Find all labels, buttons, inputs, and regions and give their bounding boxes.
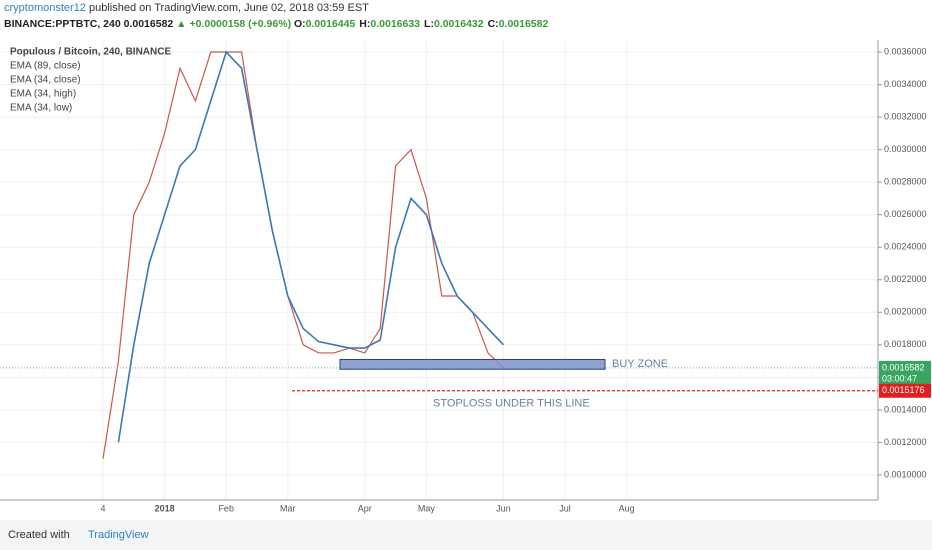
- y-tick-label: 0.0024000: [884, 242, 927, 252]
- y-tick-label: 0.0032000: [884, 111, 927, 121]
- header-line: cryptomonster12 published on TradingView…: [4, 2, 369, 14]
- quote-line: BINANCE:PPTBTC, 240 0.0016582 ▲ +0.00001…: [4, 18, 552, 30]
- stoploss-label: STOPLOSS UNDER THIS LINE: [433, 398, 590, 410]
- timer: 03:00:47: [882, 373, 917, 383]
- y-tick-label: 0.0010000: [884, 469, 927, 479]
- x-tick-label: May: [418, 503, 436, 513]
- ohlc-value: 0.0016582: [498, 18, 549, 30]
- x-tick-label: 2018: [155, 503, 175, 513]
- legend-entry: Populous / Bitcoin, 240, BINANCE: [10, 47, 171, 58]
- last: 0.0016582: [123, 18, 174, 30]
- ohlc-value: 0.0016432: [433, 18, 484, 30]
- created: Created with: [8, 529, 70, 541]
- y-tick-label: 0.0014000: [884, 404, 927, 414]
- x-tick-label: Mar: [280, 503, 296, 513]
- y-tick-label: 0.0030000: [884, 144, 927, 154]
- x-tick-label: 4: [100, 503, 105, 513]
- change: ▲ +0.0000158 (+0.96%): [176, 18, 292, 30]
- last-price-label: 0.0016582: [882, 362, 925, 372]
- x-tick-label: Apr: [358, 503, 372, 513]
- y-tick-label: 0.0012000: [884, 437, 927, 447]
- buy-zone-label: BUY ZONE: [612, 358, 668, 370]
- stoploss-price: 0.0015176: [882, 385, 925, 395]
- legend-entry: EMA (34, low): [10, 103, 72, 114]
- author[interactable]: cryptomonster12: [4, 2, 86, 14]
- published: published on TradingView.com, June 02, 2…: [85, 2, 369, 14]
- legend-entry: EMA (34, high): [10, 89, 76, 100]
- plot-area: [0, 40, 878, 500]
- ohlc: O:0.0016445 H:0.0016633 L:0.0016432 C:0.001…: [294, 18, 552, 30]
- y-tick-label: 0.0018000: [884, 339, 927, 349]
- y-tick-label: 0.0020000: [884, 307, 927, 317]
- ohlc-value: 0.0016633: [370, 18, 421, 30]
- y-tick-label: 0.0036000: [884, 46, 927, 56]
- y-tick-label: 0.0034000: [884, 79, 927, 89]
- symbol: BINANCE:PPTBTC, 240: [4, 18, 121, 30]
- legend-entry: EMA (89, close): [10, 61, 81, 72]
- x-tick-label: Aug: [619, 503, 635, 513]
- ohlc-label: C:: [487, 18, 499, 30]
- last-price-tag: [879, 360, 931, 385]
- series-line: [102, 51, 504, 459]
- ohlc-label: L:: [424, 18, 434, 30]
- y-tick-label: 0.0026000: [884, 209, 927, 219]
- brand[interactable]: TradingView: [88, 529, 149, 541]
- footer: Created with TradingView: [0, 520, 932, 550]
- stoploss-tag: [879, 383, 931, 398]
- legend-entry: EMA (34, close): [10, 75, 81, 86]
- ohlc-label: O:: [293, 18, 306, 30]
- x-tick-label: Feb: [218, 503, 234, 513]
- chart: 0.00100000.00120000.00140000.00160000.00…: [0, 40, 931, 513]
- x-tick-label: Jul: [559, 503, 571, 513]
- ohlc-value: 0.0016445: [305, 18, 356, 30]
- ohlc-label: H:: [359, 18, 371, 30]
- x-tick-label: Jun: [496, 503, 511, 513]
- y-tick-label: 0.0022000: [884, 274, 927, 284]
- y-tick-label: 0.0028000: [884, 177, 927, 187]
- buy-zone: [339, 358, 606, 370]
- series-line: [117, 50, 504, 443]
